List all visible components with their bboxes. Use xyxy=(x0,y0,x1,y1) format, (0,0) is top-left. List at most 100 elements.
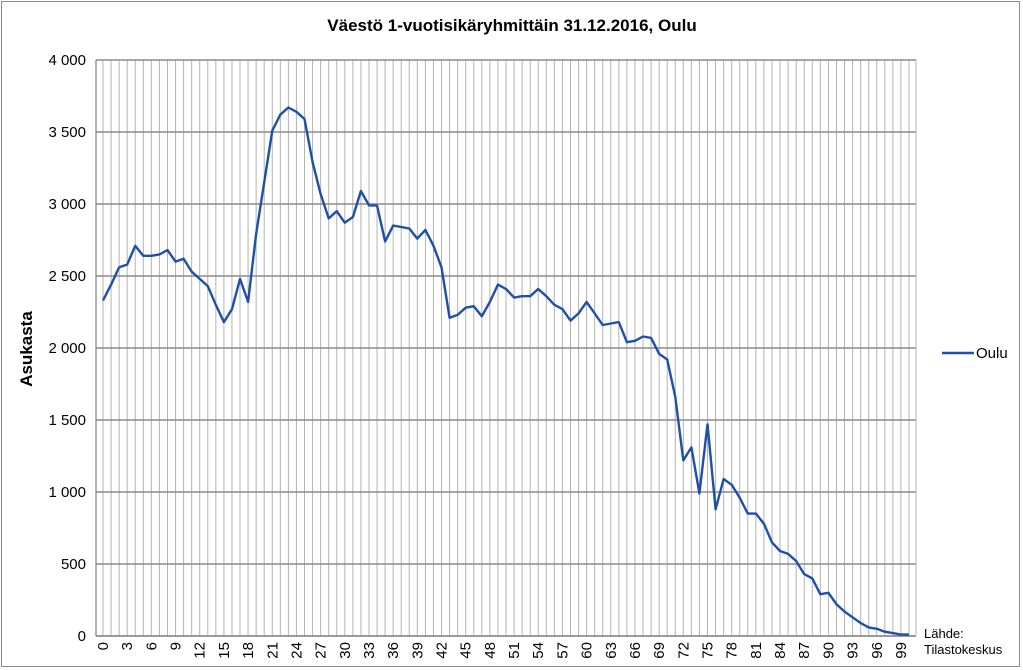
data-point xyxy=(456,314,458,316)
data-point xyxy=(505,288,507,290)
series-line-oulu xyxy=(101,106,909,636)
data-point xyxy=(739,497,741,499)
data-point xyxy=(771,541,773,543)
x-tick-label: 63 xyxy=(603,642,620,659)
data-point xyxy=(892,632,894,634)
data-point xyxy=(610,322,612,324)
x-tick-label: 93 xyxy=(845,642,862,659)
y-axis-label: Asukasta xyxy=(17,311,36,387)
data-point xyxy=(344,222,346,224)
x-tick-label: 78 xyxy=(724,642,741,659)
data-point xyxy=(142,255,144,257)
data-point xyxy=(392,224,394,226)
data-point xyxy=(215,304,217,306)
x-tick-label: 18 xyxy=(240,642,257,659)
data-point xyxy=(666,358,668,360)
data-point xyxy=(158,253,160,255)
x-tick-label: 27 xyxy=(313,642,330,659)
data-point xyxy=(722,478,724,480)
data-point xyxy=(779,550,781,552)
y-tick-label: 1 000 xyxy=(48,484,86,501)
data-point xyxy=(763,522,765,524)
data-point xyxy=(287,106,289,108)
x-tick-label: 3 xyxy=(119,642,136,650)
data-point xyxy=(730,484,732,486)
data-point xyxy=(569,319,571,321)
x-tick-label: 12 xyxy=(192,642,209,659)
data-point xyxy=(319,193,321,195)
data-point xyxy=(174,260,176,262)
data-point xyxy=(279,114,281,116)
data-point xyxy=(900,633,902,635)
y-tick-label: 4 000 xyxy=(48,52,86,69)
x-tick-label: 39 xyxy=(409,642,426,659)
data-point xyxy=(690,446,692,448)
x-tick-label: 96 xyxy=(869,642,886,659)
data-point xyxy=(714,508,716,510)
data-point xyxy=(110,283,112,285)
data-point xyxy=(118,266,120,268)
source-note-line-2: Tilastokeskus xyxy=(924,642,1003,657)
data-point xyxy=(618,321,620,323)
data-point xyxy=(553,304,555,306)
data-point xyxy=(585,301,587,303)
x-tick-label: 30 xyxy=(337,642,354,659)
data-point xyxy=(642,335,644,337)
data-point xyxy=(327,217,329,219)
data-point xyxy=(263,181,265,183)
data-point xyxy=(473,305,475,307)
y-tick-label: 2 000 xyxy=(48,340,86,357)
x-tick-label: 69 xyxy=(651,642,668,659)
series-lines xyxy=(101,106,909,636)
data-point xyxy=(199,278,201,280)
data-point xyxy=(311,161,313,163)
axes xyxy=(95,60,917,637)
data-point xyxy=(384,240,386,242)
data-point xyxy=(416,237,418,239)
x-tick-label: 81 xyxy=(748,642,765,659)
data-point xyxy=(634,340,636,342)
legend-label: Oulu xyxy=(976,345,1008,362)
data-point xyxy=(819,593,821,595)
data-point xyxy=(368,204,370,206)
data-point xyxy=(706,423,708,425)
data-point xyxy=(239,278,241,280)
x-tick-label: 33 xyxy=(361,642,378,659)
data-point xyxy=(400,226,402,228)
y-tick-labels: 0 500 1 000 1 500 2 000 2 500 3 000 3 500 4 000 xyxy=(48,52,86,645)
data-point xyxy=(843,610,845,612)
data-point xyxy=(859,622,861,624)
data-point xyxy=(545,295,547,297)
data-point xyxy=(432,245,434,247)
data-point xyxy=(424,229,426,231)
data-point xyxy=(360,190,362,192)
y-tick-label: 1 500 xyxy=(48,412,86,429)
data-point xyxy=(440,266,442,268)
data-point xyxy=(489,301,491,303)
data-point xyxy=(295,111,297,113)
data-point xyxy=(513,296,515,298)
data-point xyxy=(577,312,579,314)
x-tick-label: 72 xyxy=(675,642,692,659)
x-tick-label: 99 xyxy=(893,642,910,659)
data-point xyxy=(448,317,450,319)
x-tick-label: 36 xyxy=(385,642,402,659)
data-point xyxy=(408,227,410,229)
x-tick-label: 0 xyxy=(95,642,112,650)
data-point xyxy=(876,628,878,630)
x-tick-label: 75 xyxy=(700,642,717,659)
data-point xyxy=(497,283,499,285)
data-point xyxy=(537,288,539,290)
data-point xyxy=(190,270,192,272)
data-point xyxy=(521,295,523,297)
data-point xyxy=(223,321,225,323)
data-point xyxy=(787,553,789,555)
y-tick-label: 2 500 xyxy=(48,268,86,285)
x-tick-label: 90 xyxy=(820,642,837,659)
data-point xyxy=(682,459,684,461)
x-tick-label: 66 xyxy=(627,642,644,659)
data-point xyxy=(231,308,233,310)
data-point xyxy=(529,295,531,297)
data-point xyxy=(207,285,209,287)
